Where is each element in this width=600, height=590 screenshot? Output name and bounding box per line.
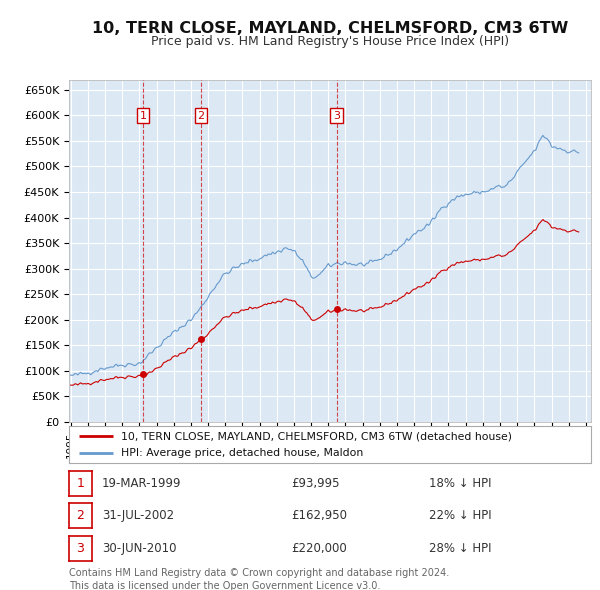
Text: Price paid vs. HM Land Registry's House Price Index (HPI): Price paid vs. HM Land Registry's House …: [151, 35, 509, 48]
Text: 3: 3: [333, 110, 340, 120]
Text: 10, TERN CLOSE, MAYLAND, CHELMSFORD, CM3 6TW (detached house): 10, TERN CLOSE, MAYLAND, CHELMSFORD, CM3…: [121, 431, 512, 441]
Text: £93,995: £93,995: [291, 477, 340, 490]
Text: 18% ↓ HPI: 18% ↓ HPI: [429, 477, 491, 490]
Text: 22% ↓ HPI: 22% ↓ HPI: [429, 509, 491, 522]
Text: £220,000: £220,000: [291, 542, 347, 555]
Text: 30-JUN-2010: 30-JUN-2010: [102, 542, 176, 555]
Text: 28% ↓ HPI: 28% ↓ HPI: [429, 542, 491, 555]
Text: HPI: Average price, detached house, Maldon: HPI: Average price, detached house, Mald…: [121, 448, 364, 458]
Text: 3: 3: [76, 542, 85, 555]
Text: 2: 2: [197, 110, 205, 120]
Text: This data is licensed under the Open Government Licence v3.0.: This data is licensed under the Open Gov…: [69, 581, 380, 590]
Text: 2: 2: [76, 509, 85, 522]
Text: 10, TERN CLOSE, MAYLAND, CHELMSFORD, CM3 6TW: 10, TERN CLOSE, MAYLAND, CHELMSFORD, CM3…: [92, 21, 568, 35]
Text: 31-JUL-2002: 31-JUL-2002: [102, 509, 174, 522]
Text: Contains HM Land Registry data © Crown copyright and database right 2024.: Contains HM Land Registry data © Crown c…: [69, 568, 449, 578]
Text: 1: 1: [76, 477, 85, 490]
Text: 19-MAR-1999: 19-MAR-1999: [102, 477, 182, 490]
Text: £162,950: £162,950: [291, 509, 347, 522]
Text: 1: 1: [140, 110, 146, 120]
